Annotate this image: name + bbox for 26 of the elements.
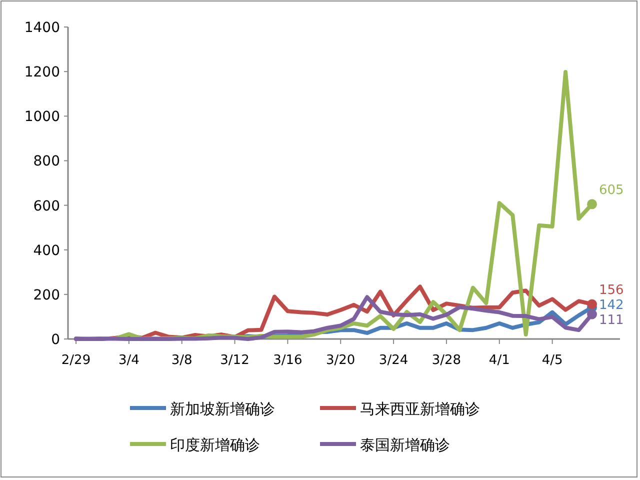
y-tick-label: 600	[33, 198, 60, 214]
y-tick-label: 200	[33, 287, 60, 304]
x-tick-label: 2/29	[61, 353, 91, 368]
legend-label: 新加坡新增确诊	[170, 400, 275, 418]
x-tick-label: 3/12	[220, 353, 250, 368]
x-tick-label: 4/5	[542, 353, 563, 368]
x-tick-label: 3/28	[432, 353, 462, 368]
x-tick-label: 4/1	[488, 353, 510, 368]
y-tick-label: 1400	[24, 20, 60, 36]
data-label: 111	[599, 313, 624, 328]
legend-label: 印度新增确诊	[170, 436, 260, 454]
x-tick-label: 3/16	[273, 353, 302, 368]
legend-label: 泰国新增确诊	[360, 436, 450, 454]
x-tick-label: 3/8	[171, 353, 192, 368]
y-tick-label: 400	[33, 242, 60, 259]
x-tick-label: 3/20	[326, 353, 356, 368]
y-tick-label: 0	[51, 332, 60, 348]
x-tick-label: 3/24	[378, 353, 408, 368]
y-tick-label: 1200	[24, 64, 60, 81]
legend-label: 马来西亚新增确诊	[360, 400, 480, 418]
data-label: 605	[599, 183, 624, 198]
data-label: 156	[599, 283, 624, 298]
y-tick-label: 800	[33, 154, 60, 170]
x-tick-label: 3/4	[118, 353, 140, 368]
y-tick-label: 1000	[24, 109, 60, 126]
data-label: 142	[599, 298, 624, 314]
